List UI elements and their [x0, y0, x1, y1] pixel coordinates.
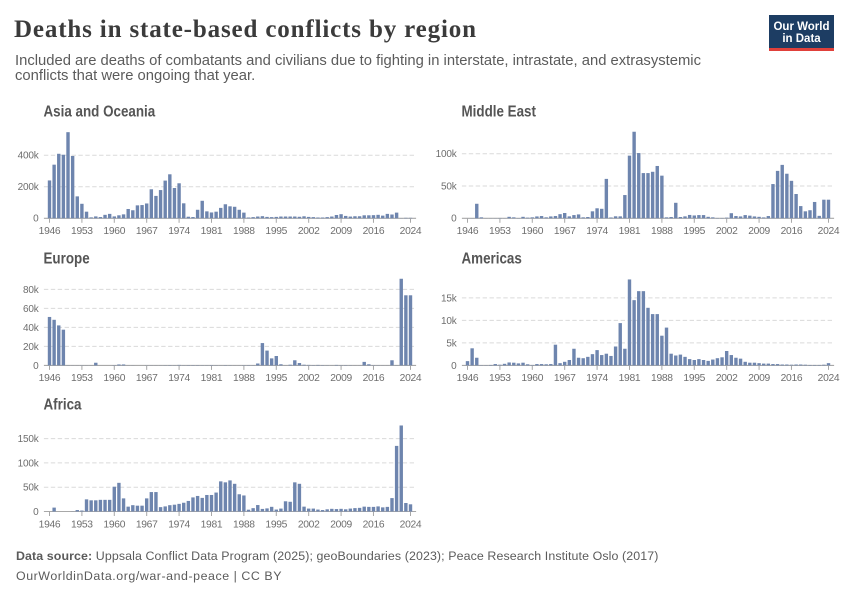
svg-text:2009: 2009 — [748, 226, 770, 237]
svg-text:0: 0 — [33, 361, 39, 372]
svg-text:2024: 2024 — [400, 519, 422, 530]
svg-text:2009: 2009 — [330, 226, 352, 237]
svg-text:1981: 1981 — [201, 373, 223, 384]
svg-text:400k: 400k — [18, 151, 40, 162]
svg-text:2016: 2016 — [363, 519, 385, 530]
svg-text:10k: 10k — [441, 316, 458, 327]
svg-text:150k: 150k — [18, 434, 40, 445]
svg-text:1981: 1981 — [619, 373, 641, 384]
svg-text:1974: 1974 — [168, 373, 190, 384]
svg-text:Asia and Oceania: Asia and Oceania — [44, 103, 157, 120]
svg-text:1995: 1995 — [265, 373, 287, 384]
svg-text:1981: 1981 — [201, 226, 223, 237]
svg-text:1946: 1946 — [457, 226, 479, 237]
svg-text:1960: 1960 — [103, 226, 125, 237]
svg-text:2016: 2016 — [781, 226, 803, 237]
svg-text:2002: 2002 — [298, 373, 320, 384]
svg-text:100k: 100k — [18, 458, 40, 469]
svg-text:2016: 2016 — [781, 373, 803, 384]
svg-text:1988: 1988 — [233, 226, 255, 237]
svg-text:1960: 1960 — [103, 519, 125, 530]
svg-text:1988: 1988 — [233, 373, 255, 384]
svg-text:2002: 2002 — [716, 373, 738, 384]
svg-text:Americas: Americas — [462, 251, 522, 268]
svg-text:2024: 2024 — [400, 373, 422, 384]
svg-text:5k: 5k — [446, 338, 457, 349]
svg-text:200k: 200k — [18, 182, 40, 193]
svg-text:1995: 1995 — [683, 373, 705, 384]
svg-text:1988: 1988 — [233, 519, 255, 530]
svg-text:100k: 100k — [436, 149, 458, 160]
svg-text:1981: 1981 — [619, 226, 641, 237]
svg-text:1981: 1981 — [201, 519, 223, 530]
svg-text:1974: 1974 — [586, 373, 608, 384]
svg-text:1967: 1967 — [136, 373, 158, 384]
svg-text:0: 0 — [33, 214, 39, 225]
svg-text:1960: 1960 — [521, 226, 543, 237]
svg-text:15k: 15k — [441, 293, 458, 304]
svg-text:1953: 1953 — [489, 373, 511, 384]
svg-text:1974: 1974 — [168, 519, 190, 530]
svg-text:1988: 1988 — [651, 373, 673, 384]
svg-text:50k: 50k — [441, 181, 458, 192]
svg-text:1946: 1946 — [457, 373, 479, 384]
svg-text:2002: 2002 — [716, 226, 738, 237]
svg-text:2024: 2024 — [400, 226, 422, 237]
svg-text:1995: 1995 — [683, 226, 705, 237]
svg-text:1960: 1960 — [103, 373, 125, 384]
svg-text:2009: 2009 — [330, 373, 352, 384]
svg-text:80k: 80k — [23, 285, 40, 296]
svg-text:2016: 2016 — [363, 226, 385, 237]
svg-text:0: 0 — [33, 507, 39, 518]
svg-text:1946: 1946 — [39, 226, 61, 237]
svg-text:1953: 1953 — [71, 373, 93, 384]
svg-text:Europe: Europe — [44, 251, 90, 268]
svg-text:0: 0 — [451, 214, 457, 225]
svg-text:0: 0 — [451, 361, 457, 372]
svg-text:1967: 1967 — [136, 519, 158, 530]
svg-text:1995: 1995 — [265, 519, 287, 530]
svg-text:40k: 40k — [23, 323, 40, 334]
svg-text:Africa: Africa — [44, 397, 83, 414]
svg-text:2002: 2002 — [298, 519, 320, 530]
svg-text:2024: 2024 — [818, 373, 840, 384]
svg-text:2024: 2024 — [818, 226, 840, 237]
svg-text:1960: 1960 — [521, 373, 543, 384]
svg-text:2009: 2009 — [748, 373, 770, 384]
svg-text:1988: 1988 — [651, 226, 673, 237]
svg-text:2002: 2002 — [298, 226, 320, 237]
svg-text:20k: 20k — [23, 342, 40, 353]
svg-text:1995: 1995 — [265, 226, 287, 237]
svg-text:50k: 50k — [23, 483, 40, 494]
svg-text:1974: 1974 — [168, 226, 190, 237]
svg-text:Middle East: Middle East — [462, 103, 537, 120]
svg-text:1946: 1946 — [39, 373, 61, 384]
svg-text:2009: 2009 — [330, 519, 352, 530]
svg-text:1974: 1974 — [586, 226, 608, 237]
svg-text:60k: 60k — [23, 304, 40, 315]
svg-text:1946: 1946 — [39, 519, 61, 530]
svg-text:1953: 1953 — [489, 226, 511, 237]
svg-text:1967: 1967 — [554, 226, 576, 237]
svg-text:1967: 1967 — [136, 226, 158, 237]
svg-text:2016: 2016 — [363, 373, 385, 384]
svg-text:1953: 1953 — [71, 519, 93, 530]
svg-text:1953: 1953 — [71, 226, 93, 237]
svg-text:1967: 1967 — [554, 373, 576, 384]
